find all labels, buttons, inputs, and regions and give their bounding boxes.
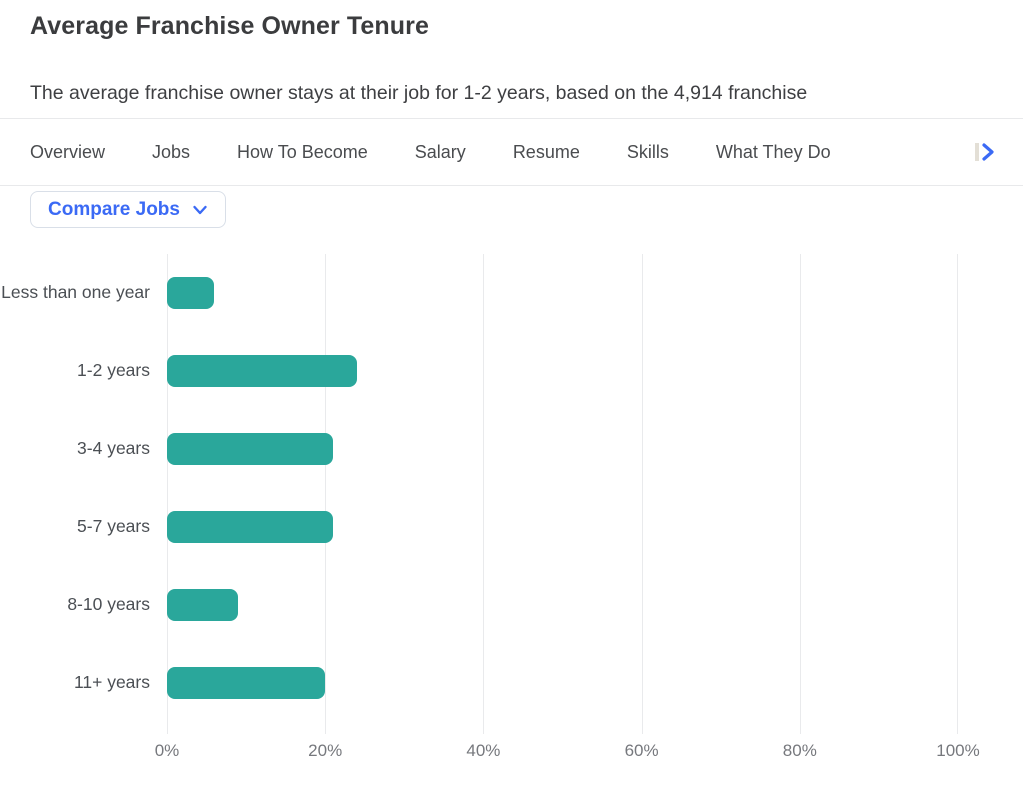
chart-row-less-than-one-year: Less than one year (0, 254, 958, 332)
nav-item-salary[interactable]: Salary (414, 141, 466, 162)
x-tick-40: 40% (466, 741, 501, 760)
x-tick-20: 20% (308, 741, 343, 760)
bar-track (167, 433, 958, 465)
tenure-bar-chart: Less than one year 1-2 years 3-4 years 5-7 … (0, 254, 1023, 766)
bar-8-10-years[interactable] (167, 589, 239, 621)
category-label: 11+ years (73, 672, 150, 693)
chart-row-8-10-years: 8-10 years (0, 566, 958, 644)
x-tick-60: 60% (624, 741, 659, 760)
nav-item-jobs[interactable]: Jobs (152, 141, 191, 162)
page-title: Average Franchise Owner Tenure (30, 12, 429, 40)
category-label: Less than one year (1, 282, 150, 303)
bar-5-7-years[interactable] (167, 511, 334, 543)
bar-1-2-years[interactable] (167, 355, 357, 387)
chart-x-axis: 0% 20% 40% 60% 80% 100% (0, 734, 1023, 766)
page-subtitle: The average franchise owner stays at the… (30, 82, 808, 104)
category-label: 5-7 years (77, 516, 150, 537)
chevron-down-icon (192, 204, 208, 216)
chevron-right-icon (980, 142, 995, 162)
page-header: Average Franchise Owner Tenure The avera… (0, 0, 1023, 105)
compare-jobs-label: Compare Jobs (48, 198, 180, 220)
bar-track (167, 589, 958, 621)
bar-track (167, 277, 958, 309)
bar-3-4-years[interactable] (167, 433, 334, 465)
nav-item-overview[interactable]: Overview (30, 141, 106, 162)
category-label: 1-2 years (77, 360, 150, 381)
toolbar: Compare Jobs (0, 186, 1023, 228)
nav-item-what-they-do[interactable]: What They Do (715, 141, 831, 162)
nav-item-skills[interactable]: Skills (626, 141, 669, 162)
nav-item-resume[interactable]: Resume (512, 141, 580, 162)
bar-track (167, 667, 958, 699)
chart-row-11-years: 11+ years (0, 644, 958, 722)
nav-overflow-fade (975, 143, 979, 161)
bar-11-years[interactable] (167, 667, 326, 699)
chart-row-3-4-years: 3-4 years (0, 410, 958, 488)
x-tick-80: 80% (782, 741, 817, 760)
bar-track (167, 355, 958, 387)
nav-next-button[interactable] (975, 142, 995, 162)
chart-row-5-7-years: 5-7 years (0, 488, 958, 566)
chart-plot-area: Less than one year 1-2 years 3-4 years 5-7 … (0, 254, 1023, 734)
x-tick-100: 100% (936, 741, 980, 760)
chart-row-1-2-years: 1-2 years (0, 332, 958, 410)
tab-nav: Overview Jobs How To Become Salary Resume Ski… (0, 118, 1023, 186)
x-tick-0: 0% (154, 741, 180, 760)
compare-jobs-button[interactable]: Compare Jobs (30, 191, 226, 228)
bar-track (167, 511, 958, 543)
bar-less-than-one-year[interactable] (167, 277, 215, 309)
category-label: 8-10 years (67, 594, 150, 615)
category-label: 3-4 years (77, 438, 150, 459)
nav-item-how-to-become[interactable]: How To Become (237, 141, 368, 162)
chart-rows: Less than one year 1-2 years 3-4 years 5-7 … (0, 254, 958, 722)
